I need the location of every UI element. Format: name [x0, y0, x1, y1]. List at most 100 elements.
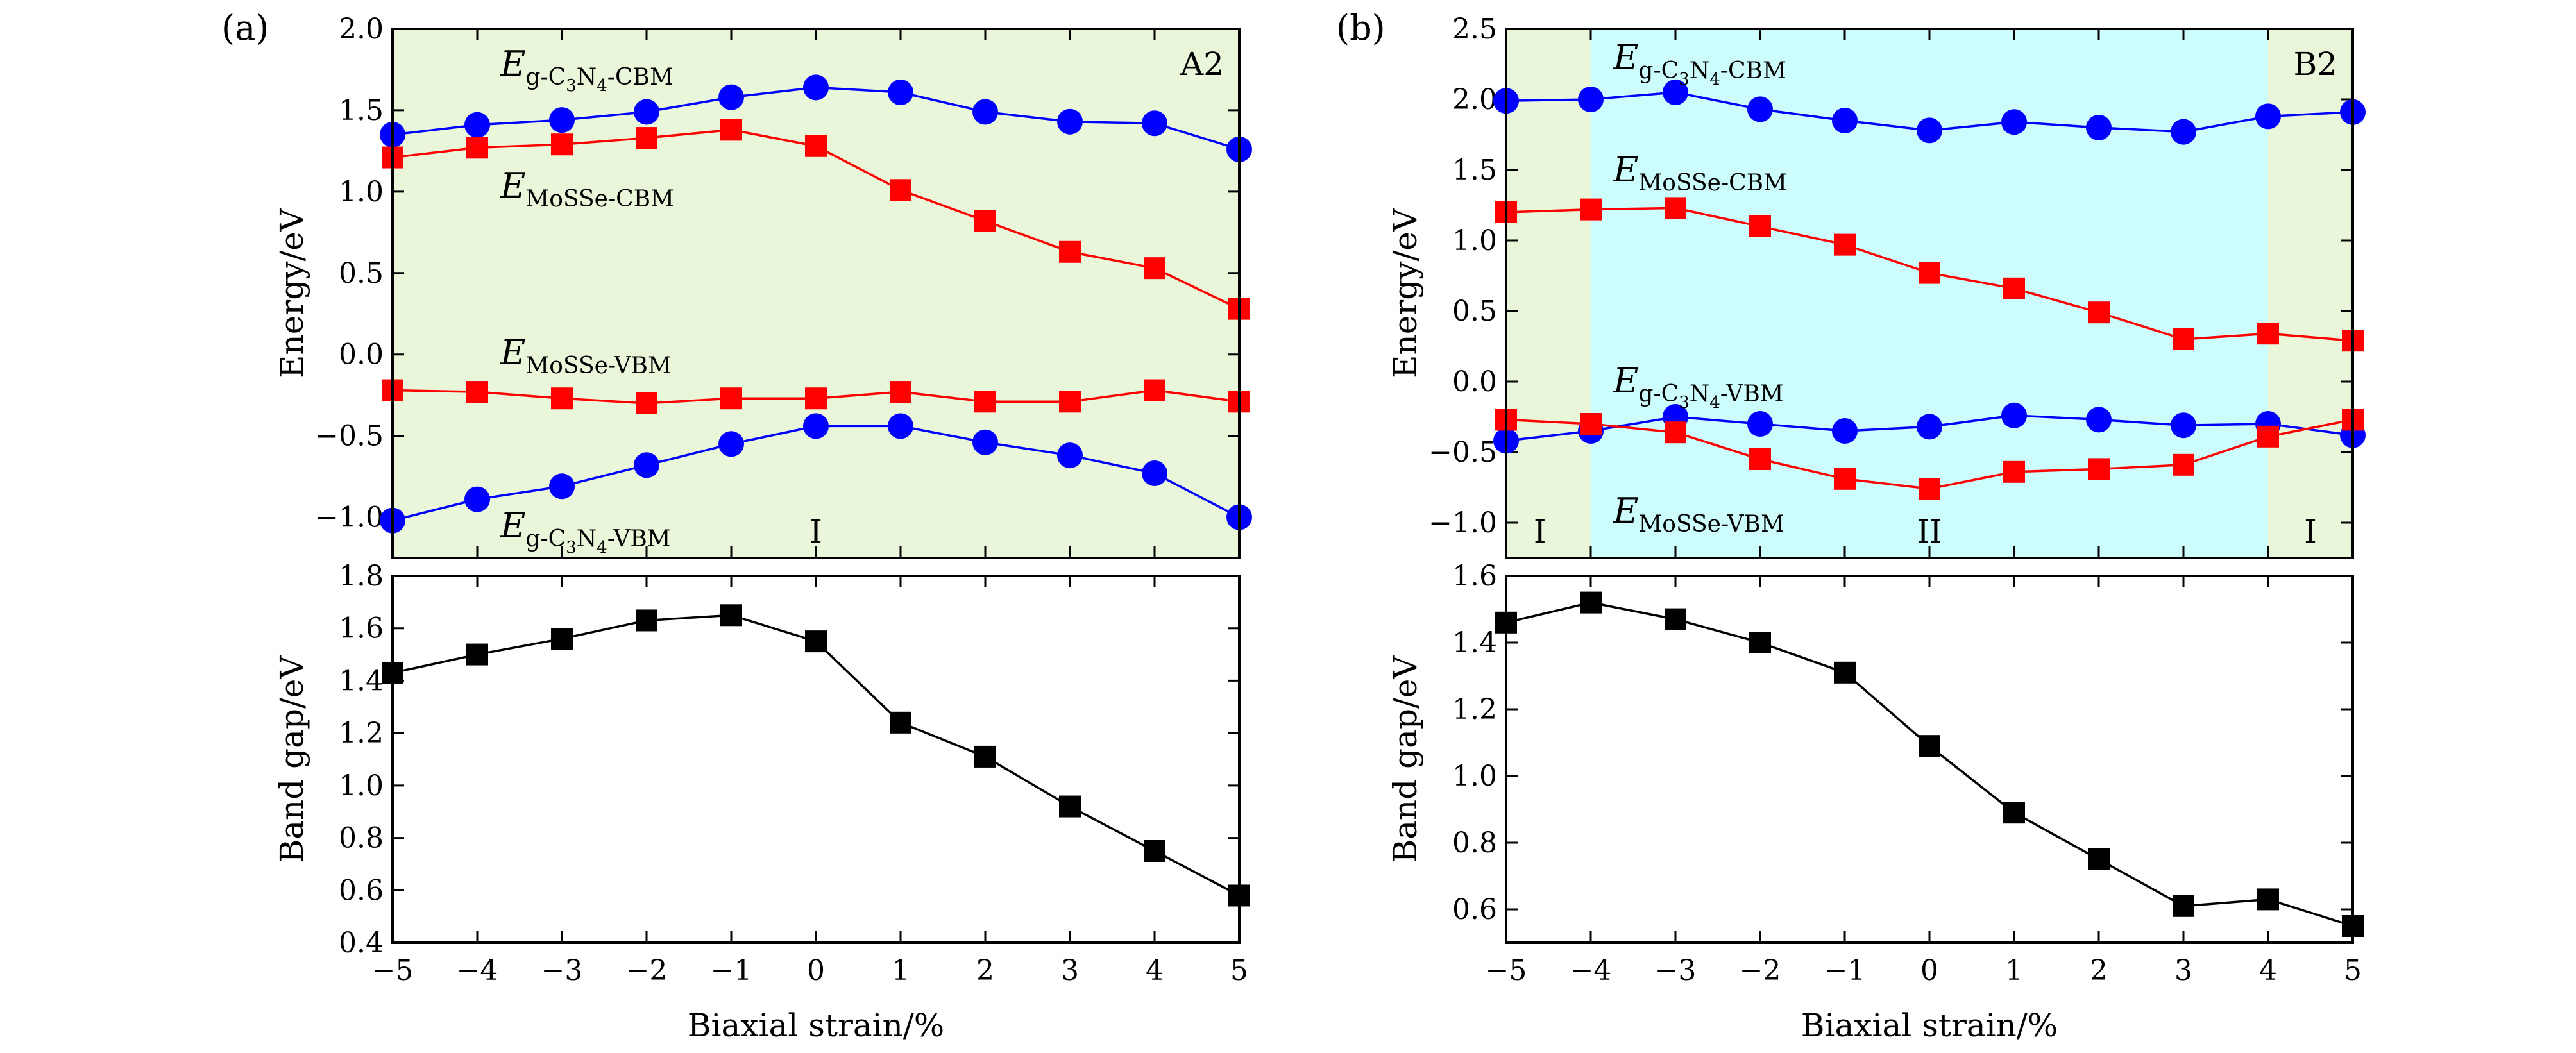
- xtick-label-b-bottom-8: 3: [2174, 954, 2192, 987]
- series-label-sub4: 4: [597, 76, 607, 96]
- frame-a-bottom: [391, 575, 1241, 944]
- region-b-top-2: [2268, 29, 2353, 558]
- xlabel-a-bottom: Biaxial strain/%: [688, 1007, 944, 1044]
- point-a-top-1-1: [466, 137, 488, 159]
- ytick-label-a-bottom-0: 0.4: [339, 927, 384, 959]
- ytick-label-b-bottom-3: 1.2: [1452, 693, 1497, 726]
- xtick-label-b-bottom-7: 2: [2090, 954, 2108, 987]
- point-a-top-2-5: [805, 387, 827, 410]
- xtick-label-a-bottom-2: −3: [541, 954, 583, 987]
- ytick-label-a-bottom-3: 1.0: [339, 770, 384, 802]
- ytick-label-b-top-5: 1.5: [1452, 154, 1497, 187]
- series-label-b-top-2: Eg-C3N4-VBM: [1613, 360, 1784, 412]
- point-b-top-3-7: [2088, 458, 2110, 480]
- point-a-top-1-2: [551, 133, 573, 156]
- ytick-label-b-top-6: 2.0: [1452, 83, 1497, 116]
- ytick-label-a-top-2: 0.0: [339, 339, 384, 371]
- point-b-top-2-7: [2086, 407, 2112, 433]
- series-label-sub5: -VBM: [607, 526, 671, 552]
- point-b-top-0-8: [2171, 119, 2196, 145]
- point-a-top-2-8: [1059, 391, 1081, 413]
- series-label-sub4: 4: [1709, 70, 1720, 89]
- series-label-sub: MoSSe-VBM: [1638, 511, 1784, 537]
- ytick-label-b-top-2: 0.0: [1452, 366, 1497, 398]
- point-b-top-0-6: [2001, 109, 2027, 135]
- point-a-bottom-0-5: [805, 630, 827, 653]
- point-a-bottom-0-8: [1059, 795, 1081, 818]
- point-b-top-0-7: [2086, 115, 2112, 140]
- point-a-bottom-0-9: [1144, 840, 1165, 862]
- xtick-label-a-bottom-5: 0: [807, 954, 825, 987]
- point-a-bottom-0-4: [720, 604, 742, 627]
- point-a-top-1-8: [1059, 240, 1081, 263]
- ytick-label-a-top-6: 2.0: [339, 13, 384, 46]
- point-a-top-3-2: [549, 473, 575, 500]
- point-a-top-3-5: [803, 413, 829, 439]
- point-b-top-0-5: [1917, 117, 1942, 144]
- charts-group: −1.0−0.50.00.51.01.52.0Energy/eVIA2Eg-C3…: [273, 13, 2366, 1044]
- series-line-b-bottom-0: [1505, 601, 2353, 927]
- frame-a-top: [391, 28, 1241, 559]
- point-a-top-3-3: [634, 452, 659, 478]
- point-a-top-1-4: [720, 119, 742, 141]
- point-b-top-3-9: [2257, 425, 2279, 448]
- panel-label-a: (a): [221, 8, 269, 48]
- series-label-sub: MoSSe-CBM: [1638, 170, 1787, 196]
- point-a-top-0-9: [1142, 110, 1167, 137]
- xlabel-b-bottom: Biaxial strain/%: [1801, 1007, 2058, 1044]
- series-label-main: E: [1613, 37, 1638, 78]
- series-label-main: E: [500, 165, 525, 206]
- point-a-top-0-6: [888, 80, 913, 105]
- ytick-label-b-bottom-1: 0.8: [1452, 827, 1497, 859]
- region-b-top-0: [1506, 29, 1591, 558]
- point-b-top-0-3: [1747, 96, 1773, 122]
- ytick-label-a-top-1: −0.5: [315, 420, 384, 453]
- xtick-label-b-bottom-3: −2: [1740, 954, 1781, 987]
- point-a-top-1-3: [636, 127, 657, 149]
- series-label-main: E: [1613, 149, 1638, 190]
- point-a-top-3-1: [464, 486, 490, 512]
- series-label-a-top-0: Eg-C3N4-CBM: [500, 44, 674, 96]
- point-a-top-1-9: [1144, 257, 1165, 280]
- ytick-label-b-bottom-5: 1.6: [1452, 560, 1497, 593]
- point-b-top-0-9: [2255, 103, 2281, 130]
- point-b-top-1-1: [1580, 198, 1602, 221]
- point-b-top-3-4: [1834, 468, 1856, 490]
- series-label-sub: g-C: [525, 526, 566, 552]
- point-a-top-2-7: [974, 391, 996, 413]
- ytick-label-b-bottom-2: 1.0: [1452, 760, 1497, 793]
- point-b-top-0-2: [1663, 80, 1688, 105]
- xtick-label-b-bottom-5: 0: [1920, 954, 1938, 987]
- series-label-sub3: N: [577, 526, 597, 552]
- point-a-top-0-7: [972, 99, 998, 125]
- xtick-label-b-bottom-6: 1: [2005, 954, 2023, 987]
- point-a-top-2-6: [890, 381, 911, 403]
- point-b-top-2-5: [1917, 414, 1942, 440]
- region-b-top-1: [1591, 29, 2268, 558]
- point-b-bottom-0-6: [2003, 802, 2025, 824]
- xtick-label-b-bottom-4: −1: [1824, 954, 1866, 987]
- point-b-top-1-3: [1749, 215, 1771, 237]
- point-a-top-1-6: [890, 179, 911, 201]
- frame-b-bottom: [1505, 575, 2354, 944]
- point-b-bottom-0-7: [2088, 848, 2110, 870]
- chart-a-bottom: 0.4 0.6 0.8 1.0 1.2 1.4 1.6 1.8 −5 −4 −3 −2 −1 0 1 2 3 4 5…: [273, 560, 1250, 1044]
- frame-b-top: [1505, 28, 2354, 559]
- point-a-top-3-7: [972, 429, 998, 455]
- ytick-label-a-top-4: 1.0: [339, 176, 384, 208]
- point-b-top-1-9: [2257, 323, 2279, 345]
- series-label-main: E: [500, 44, 525, 84]
- ylabel-b-top: Energy/eV: [1387, 208, 1424, 378]
- point-b-top-2-4: [1832, 418, 1858, 444]
- series-label-sub5: -CBM: [1720, 58, 1786, 84]
- ytick-label-b-top-4: 1.0: [1452, 224, 1497, 257]
- point-b-bottom-0-5: [1919, 735, 1940, 757]
- ylabel-a-top: Energy/eV: [273, 208, 310, 378]
- xtick-label-b-bottom-9: 4: [2259, 954, 2277, 987]
- xtick-label-a-bottom-10: 5: [1230, 954, 1248, 987]
- series-label-sub: g-C: [1638, 58, 1679, 84]
- region-label-b-top-0: I: [1534, 513, 1546, 550]
- xtick-label-a-bottom-1: −4: [457, 954, 498, 987]
- series-label-sub: MoSSe-VBM: [525, 353, 671, 379]
